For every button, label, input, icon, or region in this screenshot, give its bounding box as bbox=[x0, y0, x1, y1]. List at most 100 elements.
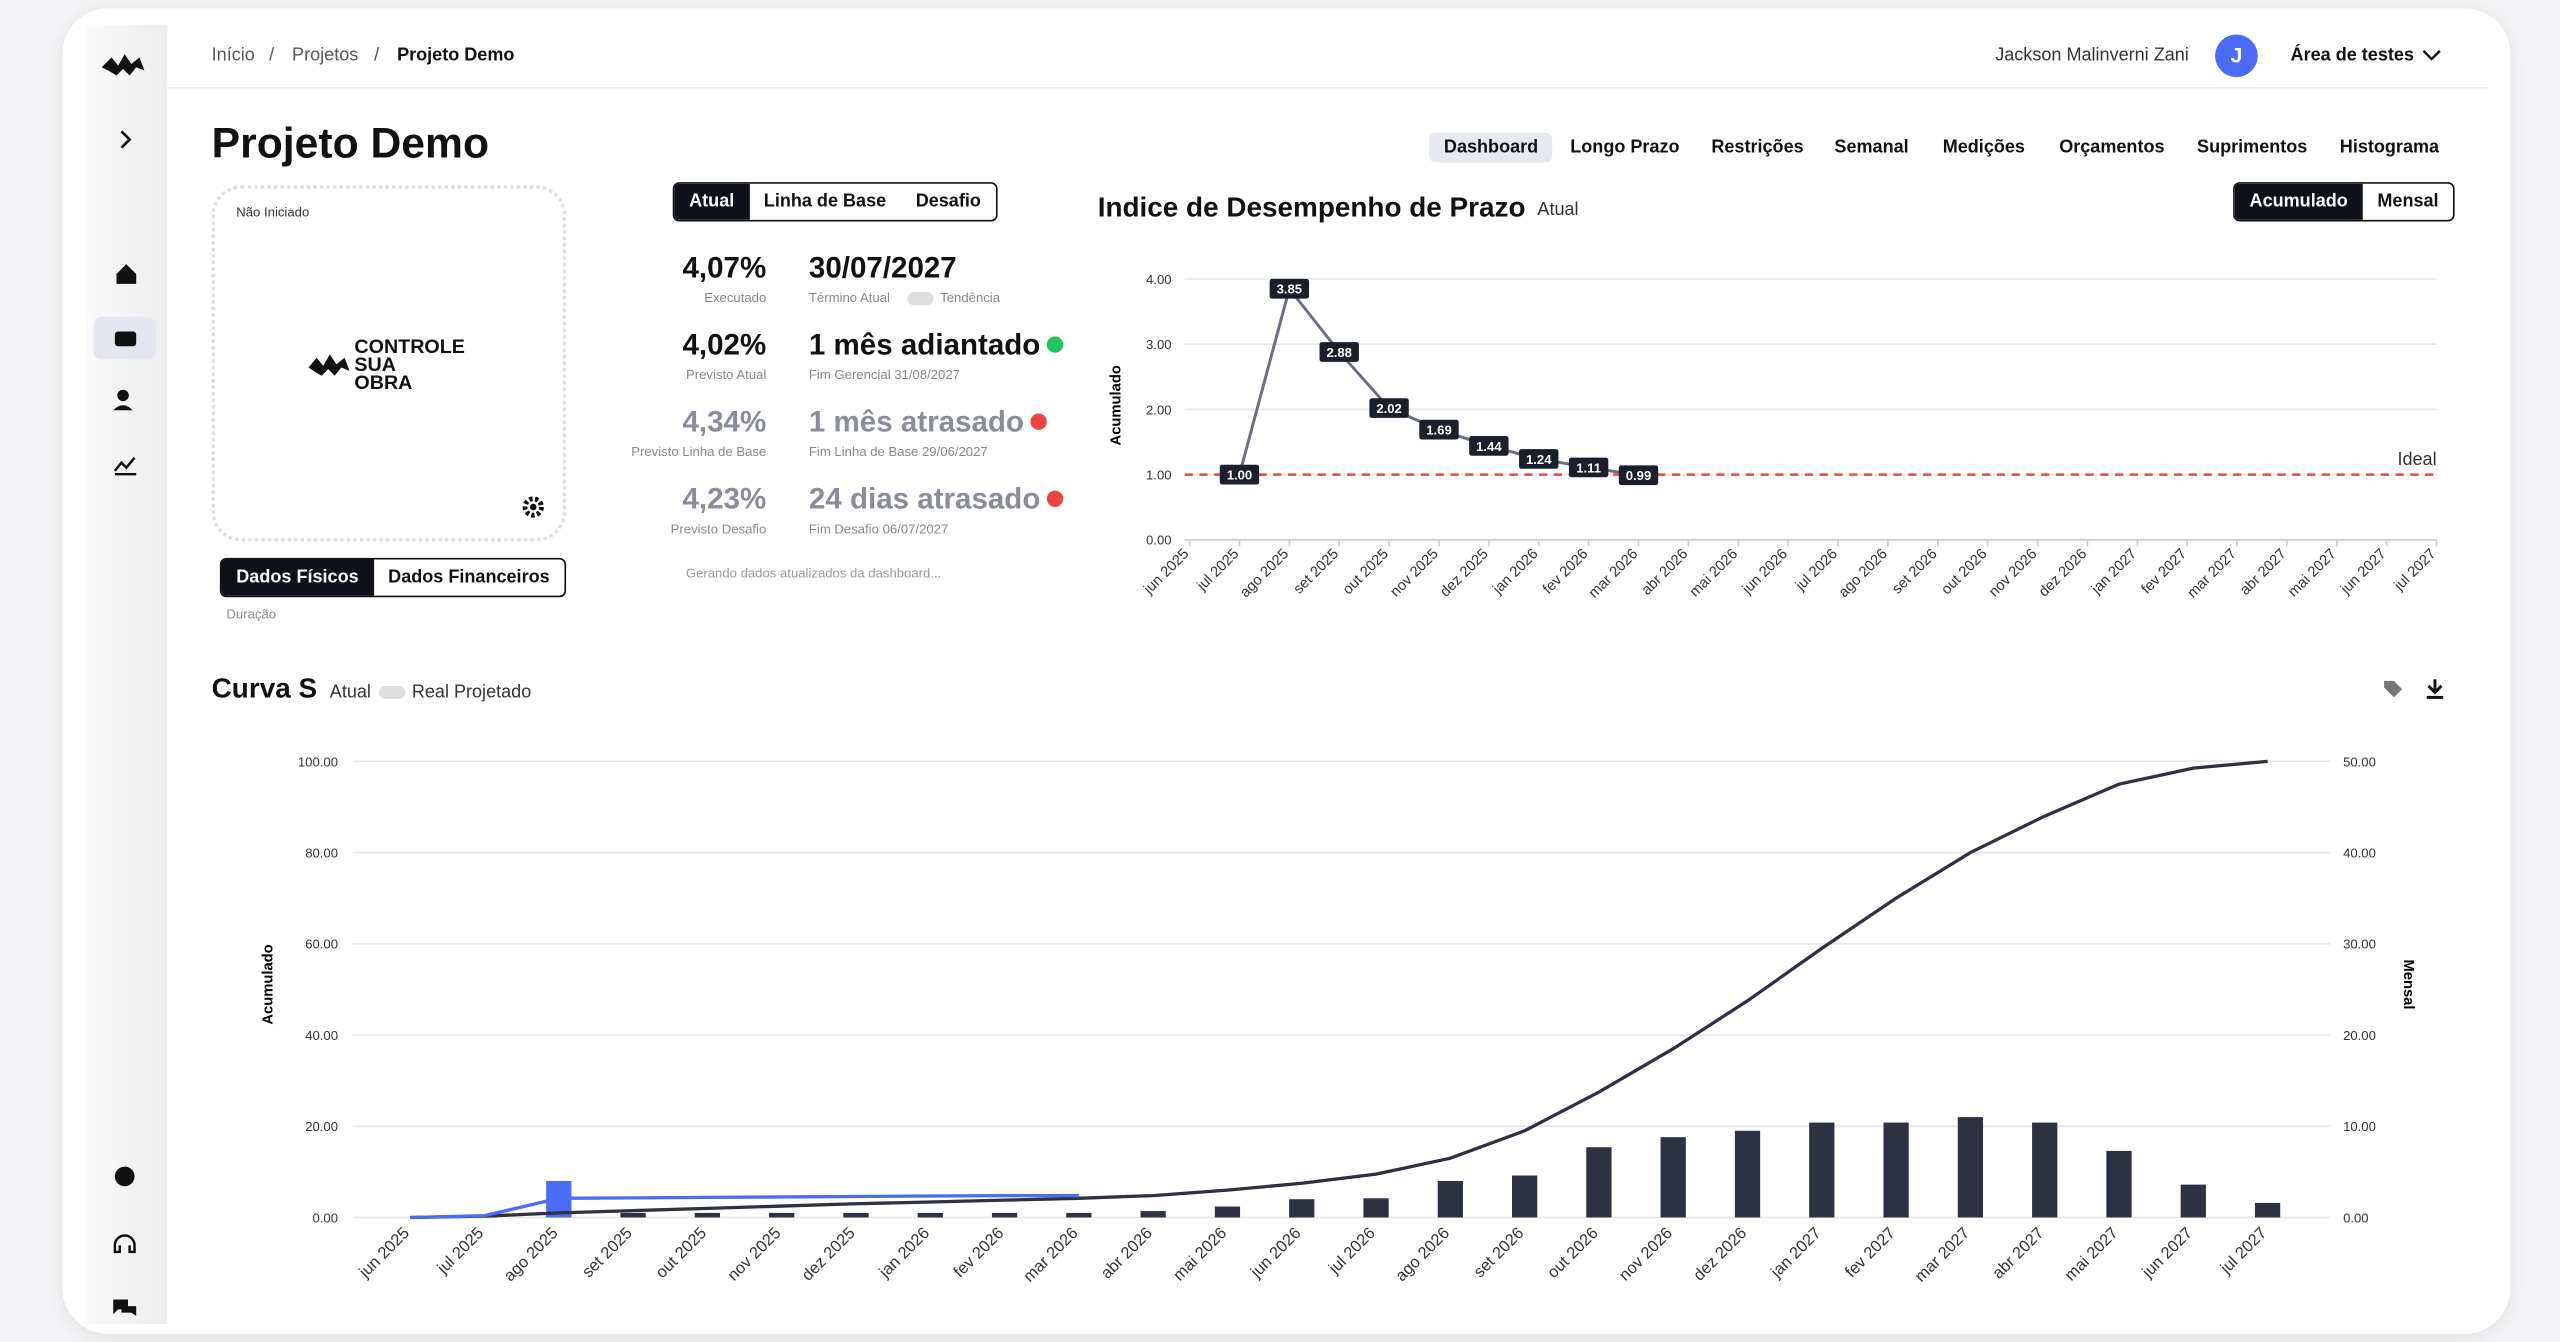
tab[interactable]: Suprimentos bbox=[2197, 137, 2308, 158]
breadcrumb[interactable]: Início bbox=[211, 45, 255, 66]
tab[interactable]: Acumulado bbox=[2234, 183, 2363, 220]
x-tick-label: fev 2027 bbox=[1842, 1224, 1899, 1281]
tick-label: 0.00 bbox=[312, 1210, 338, 1225]
toggle-label: Tendência bbox=[940, 290, 1001, 306]
x-tick-label: jun 2027 bbox=[2337, 546, 2389, 598]
bar bbox=[2032, 1122, 2058, 1218]
tab[interactable]: Medições bbox=[1942, 137, 2025, 158]
value-label: 1.69 bbox=[1426, 423, 1452, 438]
tab[interactable]: Desafio bbox=[915, 191, 981, 212]
projects-icon[interactable] bbox=[114, 331, 137, 347]
tick-label: 20.00 bbox=[305, 1119, 338, 1134]
chat-icon[interactable] bbox=[113, 1299, 137, 1316]
value-label: 2.88 bbox=[1326, 345, 1352, 360]
y2-axis-label: Mensal bbox=[2400, 959, 2416, 1009]
workspace-select[interactable]: Área de testes bbox=[2290, 45, 2414, 66]
user-name: Jackson Malinverni Zani bbox=[1995, 45, 2189, 66]
x-tick-label: set 2026 bbox=[1470, 1224, 1527, 1281]
x-tick-label: set 2025 bbox=[1291, 546, 1342, 597]
breadcrumb[interactable]: Projetos bbox=[292, 45, 359, 66]
bar bbox=[1289, 1199, 1315, 1218]
tab[interactable]: Linha de Base bbox=[763, 191, 887, 212]
tab[interactable]: Dados Físicos bbox=[221, 559, 374, 596]
support-icon[interactable] bbox=[113, 1234, 136, 1254]
line bbox=[1238, 285, 1639, 477]
bar bbox=[1586, 1147, 1612, 1218]
bar bbox=[1140, 1211, 1166, 1218]
line bbox=[410, 759, 2268, 1220]
kpi-value: 4,07% bbox=[682, 251, 767, 284]
chart-title: Curva S bbox=[211, 672, 318, 704]
chevron bbox=[2422, 49, 2441, 61]
bar bbox=[1066, 1212, 1092, 1218]
x-tick-label: jul 2026 bbox=[1792, 546, 1841, 595]
help-icon[interactable] bbox=[114, 1166, 135, 1187]
x-tick-label: jun 2026 bbox=[1247, 1224, 1305, 1282]
bar bbox=[620, 1212, 646, 1218]
kpi-date-label: Fim Linha de Base 29/06/2027 bbox=[808, 444, 988, 460]
tick-label: 40.00 bbox=[2343, 845, 2376, 860]
toggle-switch[interactable] bbox=[379, 685, 406, 699]
chart-subtitle: Atual bbox=[1537, 200, 1579, 220]
toggle-switch[interactable] bbox=[907, 292, 934, 306]
logo-text: CONTROLE SUA OBRA bbox=[354, 334, 465, 392]
kpi-date-label: Fim Desafio 06/07/2027 bbox=[808, 521, 949, 537]
tab[interactable]: Dashboard bbox=[1429, 132, 1553, 163]
logo-line: SUA bbox=[354, 352, 396, 376]
tab[interactable]: Dados Financeiros bbox=[388, 567, 550, 588]
x-tick-label: mar 2026 bbox=[1020, 1224, 1082, 1286]
tab[interactable]: Semanal bbox=[1834, 137, 1909, 158]
x-tick-label: dez 2025 bbox=[1437, 546, 1491, 600]
kpi-value: 4,34% bbox=[682, 405, 767, 439]
x-tick-label: jul 2026 bbox=[1325, 1224, 1379, 1278]
status-dot bbox=[1046, 490, 1064, 508]
value-label: 1.44 bbox=[1476, 439, 1502, 454]
status-note: Gerando dados atualizados da dashboard..… bbox=[685, 566, 942, 581]
x-tick-label: dez 2025 bbox=[798, 1224, 858, 1284]
y-axis-label: Acumulado bbox=[260, 944, 276, 1024]
tab[interactable]: Histograma bbox=[2339, 137, 2440, 158]
tab[interactable]: Restrições bbox=[1711, 137, 1804, 158]
project-card bbox=[211, 185, 567, 542]
x-tick-label: ago 2026 bbox=[1392, 1224, 1453, 1285]
sidebar bbox=[85, 24, 168, 1325]
tick-label: 80.00 bbox=[305, 845, 338, 860]
x-tick-label: mar 2026 bbox=[1586, 546, 1641, 601]
value-label-bg bbox=[1419, 419, 1459, 440]
sidebar-icons bbox=[93, 54, 156, 1316]
bar bbox=[1437, 1180, 1463, 1218]
download-icon[interactable] bbox=[2426, 679, 2444, 699]
tab[interactable]: Mensal bbox=[2377, 191, 2439, 212]
x-tick-label: jul 2025 bbox=[1194, 546, 1243, 595]
value-label: 1.11 bbox=[1576, 460, 1601, 475]
x-tick-label: jul 2025 bbox=[433, 1224, 487, 1278]
status-dot bbox=[1046, 336, 1064, 353]
tag-icon[interactable] bbox=[2384, 680, 2403, 698]
value-label-bg bbox=[1519, 449, 1559, 469]
toggle-label: Real Projetado bbox=[411, 682, 532, 703]
tab[interactable]: Atual bbox=[674, 183, 750, 220]
tick-label: 0.00 bbox=[2343, 1210, 2369, 1225]
value-label-bg bbox=[1269, 278, 1310, 299]
logo-line: CONTROLE bbox=[354, 334, 465, 358]
y-axis-label: Acumulado bbox=[1109, 365, 1125, 445]
users-icon[interactable] bbox=[117, 389, 129, 402]
kpi-label: Previsto Desafio bbox=[670, 521, 767, 537]
x-tick-label: jun 2025 bbox=[1140, 546, 1192, 598]
scenario-tabs: Atual Linha de Base Desafio bbox=[672, 182, 998, 222]
x-tick-label: fev 2026 bbox=[950, 1224, 1007, 1281]
tab[interactable]: Orçamentos bbox=[2059, 137, 2165, 158]
avatar[interactable]: J bbox=[2215, 34, 2258, 78]
expand-icon[interactable] bbox=[120, 130, 132, 149]
chart-icon[interactable] bbox=[113, 456, 137, 476]
x-tick-label: abr 2027 bbox=[1989, 1224, 2047, 1282]
tab[interactable]: Longo Prazo bbox=[1570, 137, 1680, 158]
value-label-bg bbox=[1618, 465, 1659, 486]
settings-icon[interactable] bbox=[522, 496, 545, 519]
x-tick-label: dez 2026 bbox=[1690, 1224, 1750, 1284]
line bbox=[410, 1193, 1079, 1220]
bar bbox=[1883, 1122, 1909, 1218]
x-tick-label: mai 2026 bbox=[1687, 546, 1741, 600]
